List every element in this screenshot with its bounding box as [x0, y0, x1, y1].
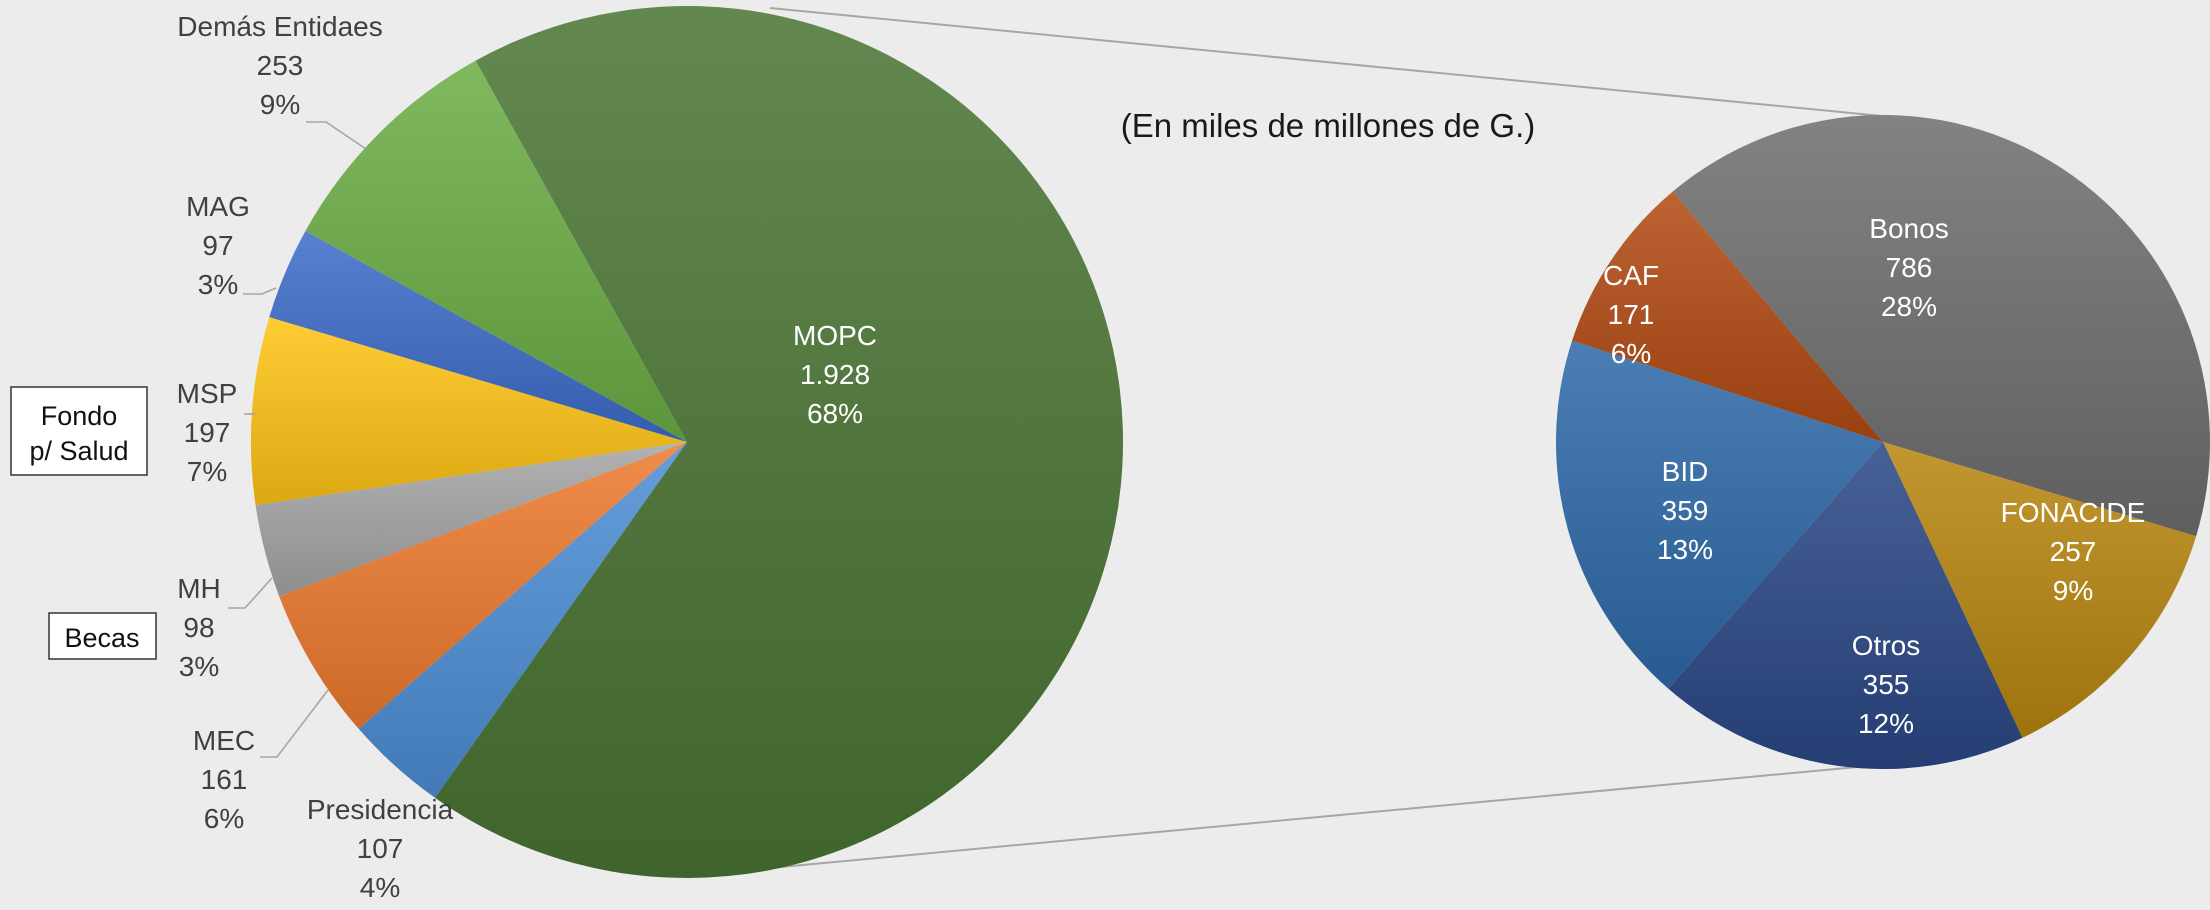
label-bonos-percent: 28% — [1881, 291, 1937, 322]
pie-slice-mag-shading — [269, 231, 687, 442]
label-mec-name: MEC — [193, 725, 255, 756]
label-mag-name: MAG — [186, 191, 250, 222]
callout-fondo-line2: p/ Salud — [29, 436, 128, 466]
data-labels: MOPC 1.928 68% Presidencia 107 4% MEC 161 6% MH 98… — [177, 11, 2146, 903]
label-demas-entidaes-name: Demás Entidaes — [177, 11, 382, 42]
pie-slice-fonacide-shading — [1883, 442, 2197, 738]
label-otros-name: Otros — [1852, 630, 1920, 661]
label-msp-percent: 7% — [187, 456, 227, 487]
label-bid-percent: 13% — [1657, 534, 1713, 565]
label-presidencia-value: 107 — [357, 833, 404, 864]
label-mopc-name: MOPC — [793, 320, 877, 351]
label-mopc-value: 1.928 — [800, 359, 870, 390]
label-msp-value: 197 — [184, 417, 231, 448]
label-caf-name: CAF — [1603, 260, 1659, 291]
callout-fondo-salud: Fondo p/ Salud — [10, 386, 148, 476]
label-caf-value: 171 — [1608, 299, 1655, 330]
pie-slice-mopc-shading — [435, 6, 1124, 879]
label-mh-name: MH — [177, 573, 221, 604]
label-mec-percent: 6% — [204, 803, 244, 834]
label-fonacide-name: FONACIDE — [2001, 497, 2146, 528]
label-mh-percent: 3% — [179, 651, 219, 682]
label-msp-name: MSP — [177, 378, 238, 409]
chart-subtitle: (En miles de millones de G.) — [1121, 107, 1535, 144]
connector-line-bottom — [769, 765, 1869, 869]
pie-slice-msp-shading — [250, 317, 687, 506]
leader-line-demas-entidaes — [306, 121, 367, 150]
connector-line-top — [769, 7, 1883, 117]
leader-line-mec — [260, 689, 329, 758]
leader-line-mag — [243, 287, 277, 295]
label-mag-percent: 3% — [198, 269, 238, 300]
callout-becas-text: Becas — [64, 623, 139, 653]
detail-pie — [1556, 115, 2210, 769]
callout-fondo-box — [10, 386, 148, 476]
leader-line-mh — [228, 577, 273, 609]
label-mec-value: 161 — [201, 764, 248, 795]
pie-slice-mec-shading — [279, 442, 687, 729]
pie-slice-caf-shading — [1572, 191, 1883, 442]
label-bonos-value: 786 — [1886, 252, 1933, 283]
label-bid-value: 359 — [1662, 495, 1709, 526]
pie-slice-bonos-shading — [1672, 115, 2210, 537]
label-fonacide-percent: 9% — [2053, 575, 2093, 606]
label-otros-value: 355 — [1863, 669, 1910, 700]
callout-becas-box — [48, 612, 157, 660]
callout-fondo-line1: Fondo — [41, 401, 118, 431]
label-fonacide-value: 257 — [2050, 536, 2097, 567]
label-bonos-name: Bonos — [1869, 213, 1948, 244]
label-otros-percent: 12% — [1858, 708, 1914, 739]
pie-slice-demas-entidaes-shading — [305, 60, 687, 443]
main-pie — [250, 6, 1124, 879]
label-demas-entidaes-value: 253 — [257, 50, 304, 81]
callout-becas: Becas — [48, 612, 157, 660]
label-caf-percent: 6% — [1611, 338, 1651, 369]
label-mh-value: 98 — [183, 612, 214, 643]
pie-slice-mh-shading — [255, 442, 687, 597]
pie-slice-otros-shading — [1668, 442, 2023, 769]
label-presidencia-percent: 4% — [360, 872, 400, 903]
pie-slice-presidencia-shading — [358, 442, 687, 798]
pie-slice-bid-shading — [1556, 340, 1883, 689]
label-presidencia-name: Presidencia — [307, 794, 454, 825]
label-mopc-percent: 68% — [807, 398, 863, 429]
label-mag-value: 97 — [202, 230, 233, 261]
label-demas-entidaes-percent: 9% — [260, 89, 300, 120]
leader-lines — [228, 121, 367, 758]
label-bid-name: BID — [1662, 456, 1709, 487]
